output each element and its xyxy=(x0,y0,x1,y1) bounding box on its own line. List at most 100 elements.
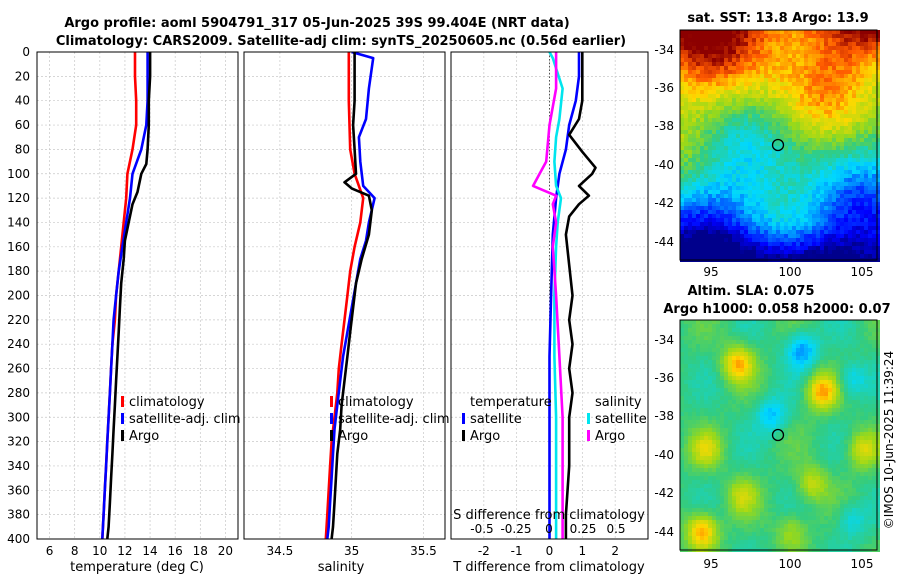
sst-cell xyxy=(820,94,824,98)
sla-cell xyxy=(876,432,880,436)
sla-cell xyxy=(864,360,868,364)
sst-cell xyxy=(680,114,684,118)
sla-cell xyxy=(744,432,748,436)
sla-cell xyxy=(820,412,824,416)
sst-cell xyxy=(776,226,780,230)
sla-cell xyxy=(820,352,824,356)
sst-cell xyxy=(844,214,848,218)
sst-cell xyxy=(868,234,872,238)
sla-cell xyxy=(764,440,768,444)
sla-cell xyxy=(724,380,728,384)
sla-cell xyxy=(696,452,700,456)
sla-cell xyxy=(740,368,744,372)
sst-cell xyxy=(836,58,840,62)
sst-cell xyxy=(724,242,728,246)
sla-cell xyxy=(800,408,804,412)
sla-cell xyxy=(684,388,688,392)
sst-cell xyxy=(692,58,696,62)
sla-cell xyxy=(720,348,724,352)
sst-cell xyxy=(704,50,708,54)
sst-cell xyxy=(688,238,692,242)
sst-cell xyxy=(744,78,748,82)
sst-cell xyxy=(708,62,712,66)
sst-cell xyxy=(836,218,840,222)
sla-cell xyxy=(736,464,740,468)
sst-cell xyxy=(784,230,788,234)
sst-cell xyxy=(712,126,716,130)
sst-cell xyxy=(848,242,852,246)
sst-cell xyxy=(680,142,684,146)
sst-cell xyxy=(860,90,864,94)
sst-cell xyxy=(856,102,860,106)
sst-cell xyxy=(680,170,684,174)
sst-cell xyxy=(848,226,852,230)
sst-cell xyxy=(688,54,692,58)
sla-cell xyxy=(848,352,852,356)
sst-cell xyxy=(872,118,876,122)
sla-cell xyxy=(848,392,852,396)
sst-cell xyxy=(812,250,816,254)
sla-cell xyxy=(728,428,732,432)
sst-cell xyxy=(844,146,848,150)
sla-cell xyxy=(696,472,700,476)
sla-cell xyxy=(832,404,836,408)
sst-cell xyxy=(772,198,776,202)
sla-cell xyxy=(752,368,756,372)
sla-cell xyxy=(776,396,780,400)
sst-cell xyxy=(828,90,832,94)
sst-cell xyxy=(780,190,784,194)
sst-cell xyxy=(728,246,732,250)
sla-cell xyxy=(812,328,816,332)
sst-cell xyxy=(740,150,744,154)
sst-cell xyxy=(720,122,724,126)
sst-cell xyxy=(840,118,844,122)
sst-cell xyxy=(852,78,856,82)
sla-cell xyxy=(700,364,704,368)
sst-cell xyxy=(860,154,864,158)
sst-cell xyxy=(840,210,844,214)
sst-cell xyxy=(708,198,712,202)
sst-cell xyxy=(712,198,716,202)
sla-cell xyxy=(860,400,864,404)
sla-cell xyxy=(784,328,788,332)
sst-cell xyxy=(712,66,716,70)
sla-cell xyxy=(772,408,776,412)
sst-cell xyxy=(824,210,828,214)
sst-cell xyxy=(740,62,744,66)
sst-cell xyxy=(848,194,852,198)
sst-cell xyxy=(860,94,864,98)
sst-cell xyxy=(680,70,684,74)
sst-cell xyxy=(792,122,796,126)
sst-cell xyxy=(844,86,848,90)
sla-cell xyxy=(804,328,808,332)
s-difference-label: S difference from climatology xyxy=(453,508,645,523)
sla-cell xyxy=(772,464,776,468)
sst-cell xyxy=(724,62,728,66)
sla-cell xyxy=(852,388,856,392)
sst-cell xyxy=(792,242,796,246)
sla-cell xyxy=(740,344,744,348)
sla-cell xyxy=(780,456,784,460)
sla-cell xyxy=(704,368,708,372)
sla-cell xyxy=(828,324,832,328)
sla-cell xyxy=(788,324,792,328)
sst-cell xyxy=(828,234,832,238)
sst-cell xyxy=(724,54,728,58)
sst-cell xyxy=(800,134,804,138)
sst-cell xyxy=(856,118,860,122)
sst-cell xyxy=(876,42,880,46)
sst-cell xyxy=(796,162,800,166)
sla-cell xyxy=(760,436,764,440)
sla-cell xyxy=(816,376,820,380)
sla-cell xyxy=(732,340,736,344)
sst-cell xyxy=(788,234,792,238)
sst-cell xyxy=(832,246,836,250)
sst-cell xyxy=(728,138,732,142)
sst-cell xyxy=(800,202,804,206)
sla-cell xyxy=(696,468,700,472)
sst-cell xyxy=(716,58,720,62)
sla-cell xyxy=(720,352,724,356)
sla-cell xyxy=(772,352,776,356)
sst-cell xyxy=(844,194,848,198)
sst-cell xyxy=(756,54,760,58)
